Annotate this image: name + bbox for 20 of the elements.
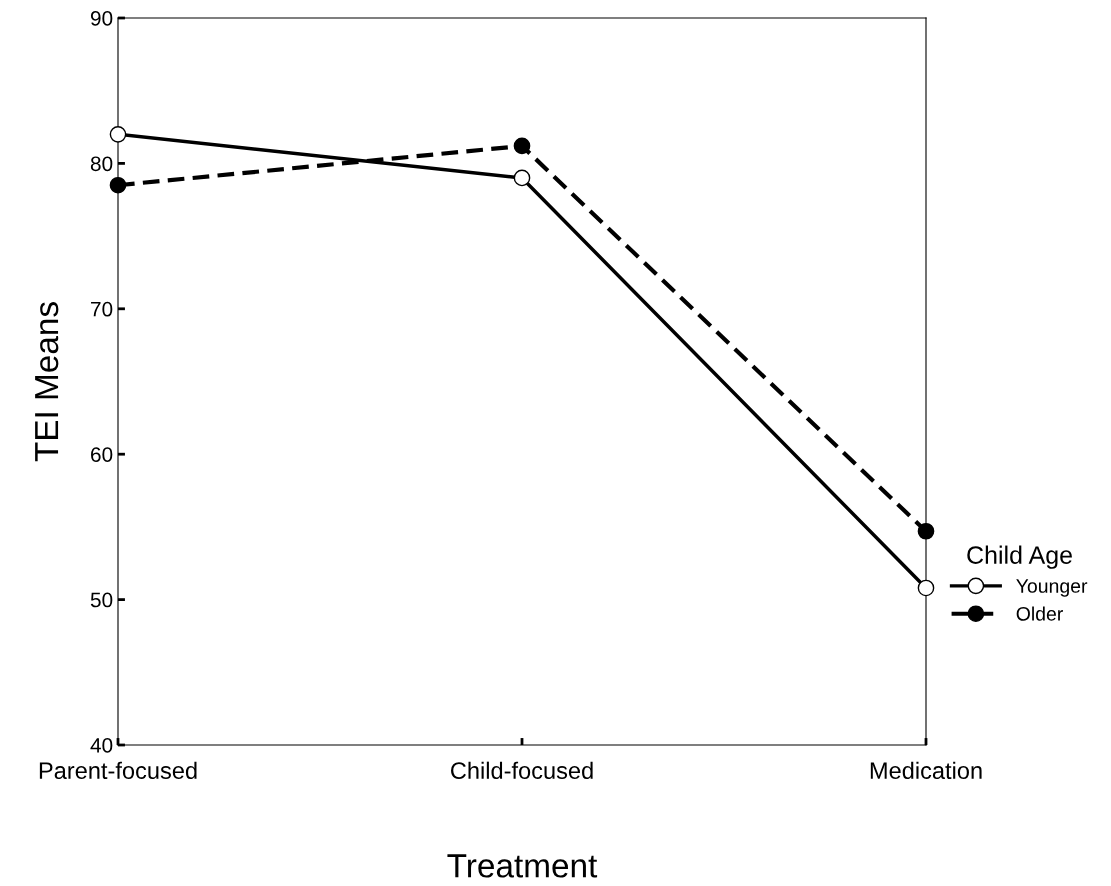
y-tick-label: 90 (90, 11, 113, 26)
point (917, 522, 935, 540)
point (917, 579, 935, 597)
y-tick-label: 40 (90, 738, 113, 753)
y-tick-label: 80 (90, 156, 113, 172)
x-axis-title: Treatment (447, 854, 598, 878)
y-axis-title: TEI Means (35, 302, 59, 462)
legend-label: Younger (1016, 579, 1088, 597)
x-tick-label: Parent-focused (39, 761, 197, 780)
y-tick-label: 50 (90, 592, 113, 608)
x-tick-label: Medication (870, 761, 982, 780)
y-tick-label: 70 (91, 301, 113, 317)
y-tick-label: 60 (91, 447, 113, 462)
point (109, 176, 127, 194)
legend-title: Child Age (967, 545, 1072, 569)
x-tick-label: Child-focused (451, 761, 593, 780)
legend-label: Older (1016, 606, 1063, 621)
point (109, 125, 127, 143)
point (513, 169, 531, 187)
point (513, 137, 531, 155)
